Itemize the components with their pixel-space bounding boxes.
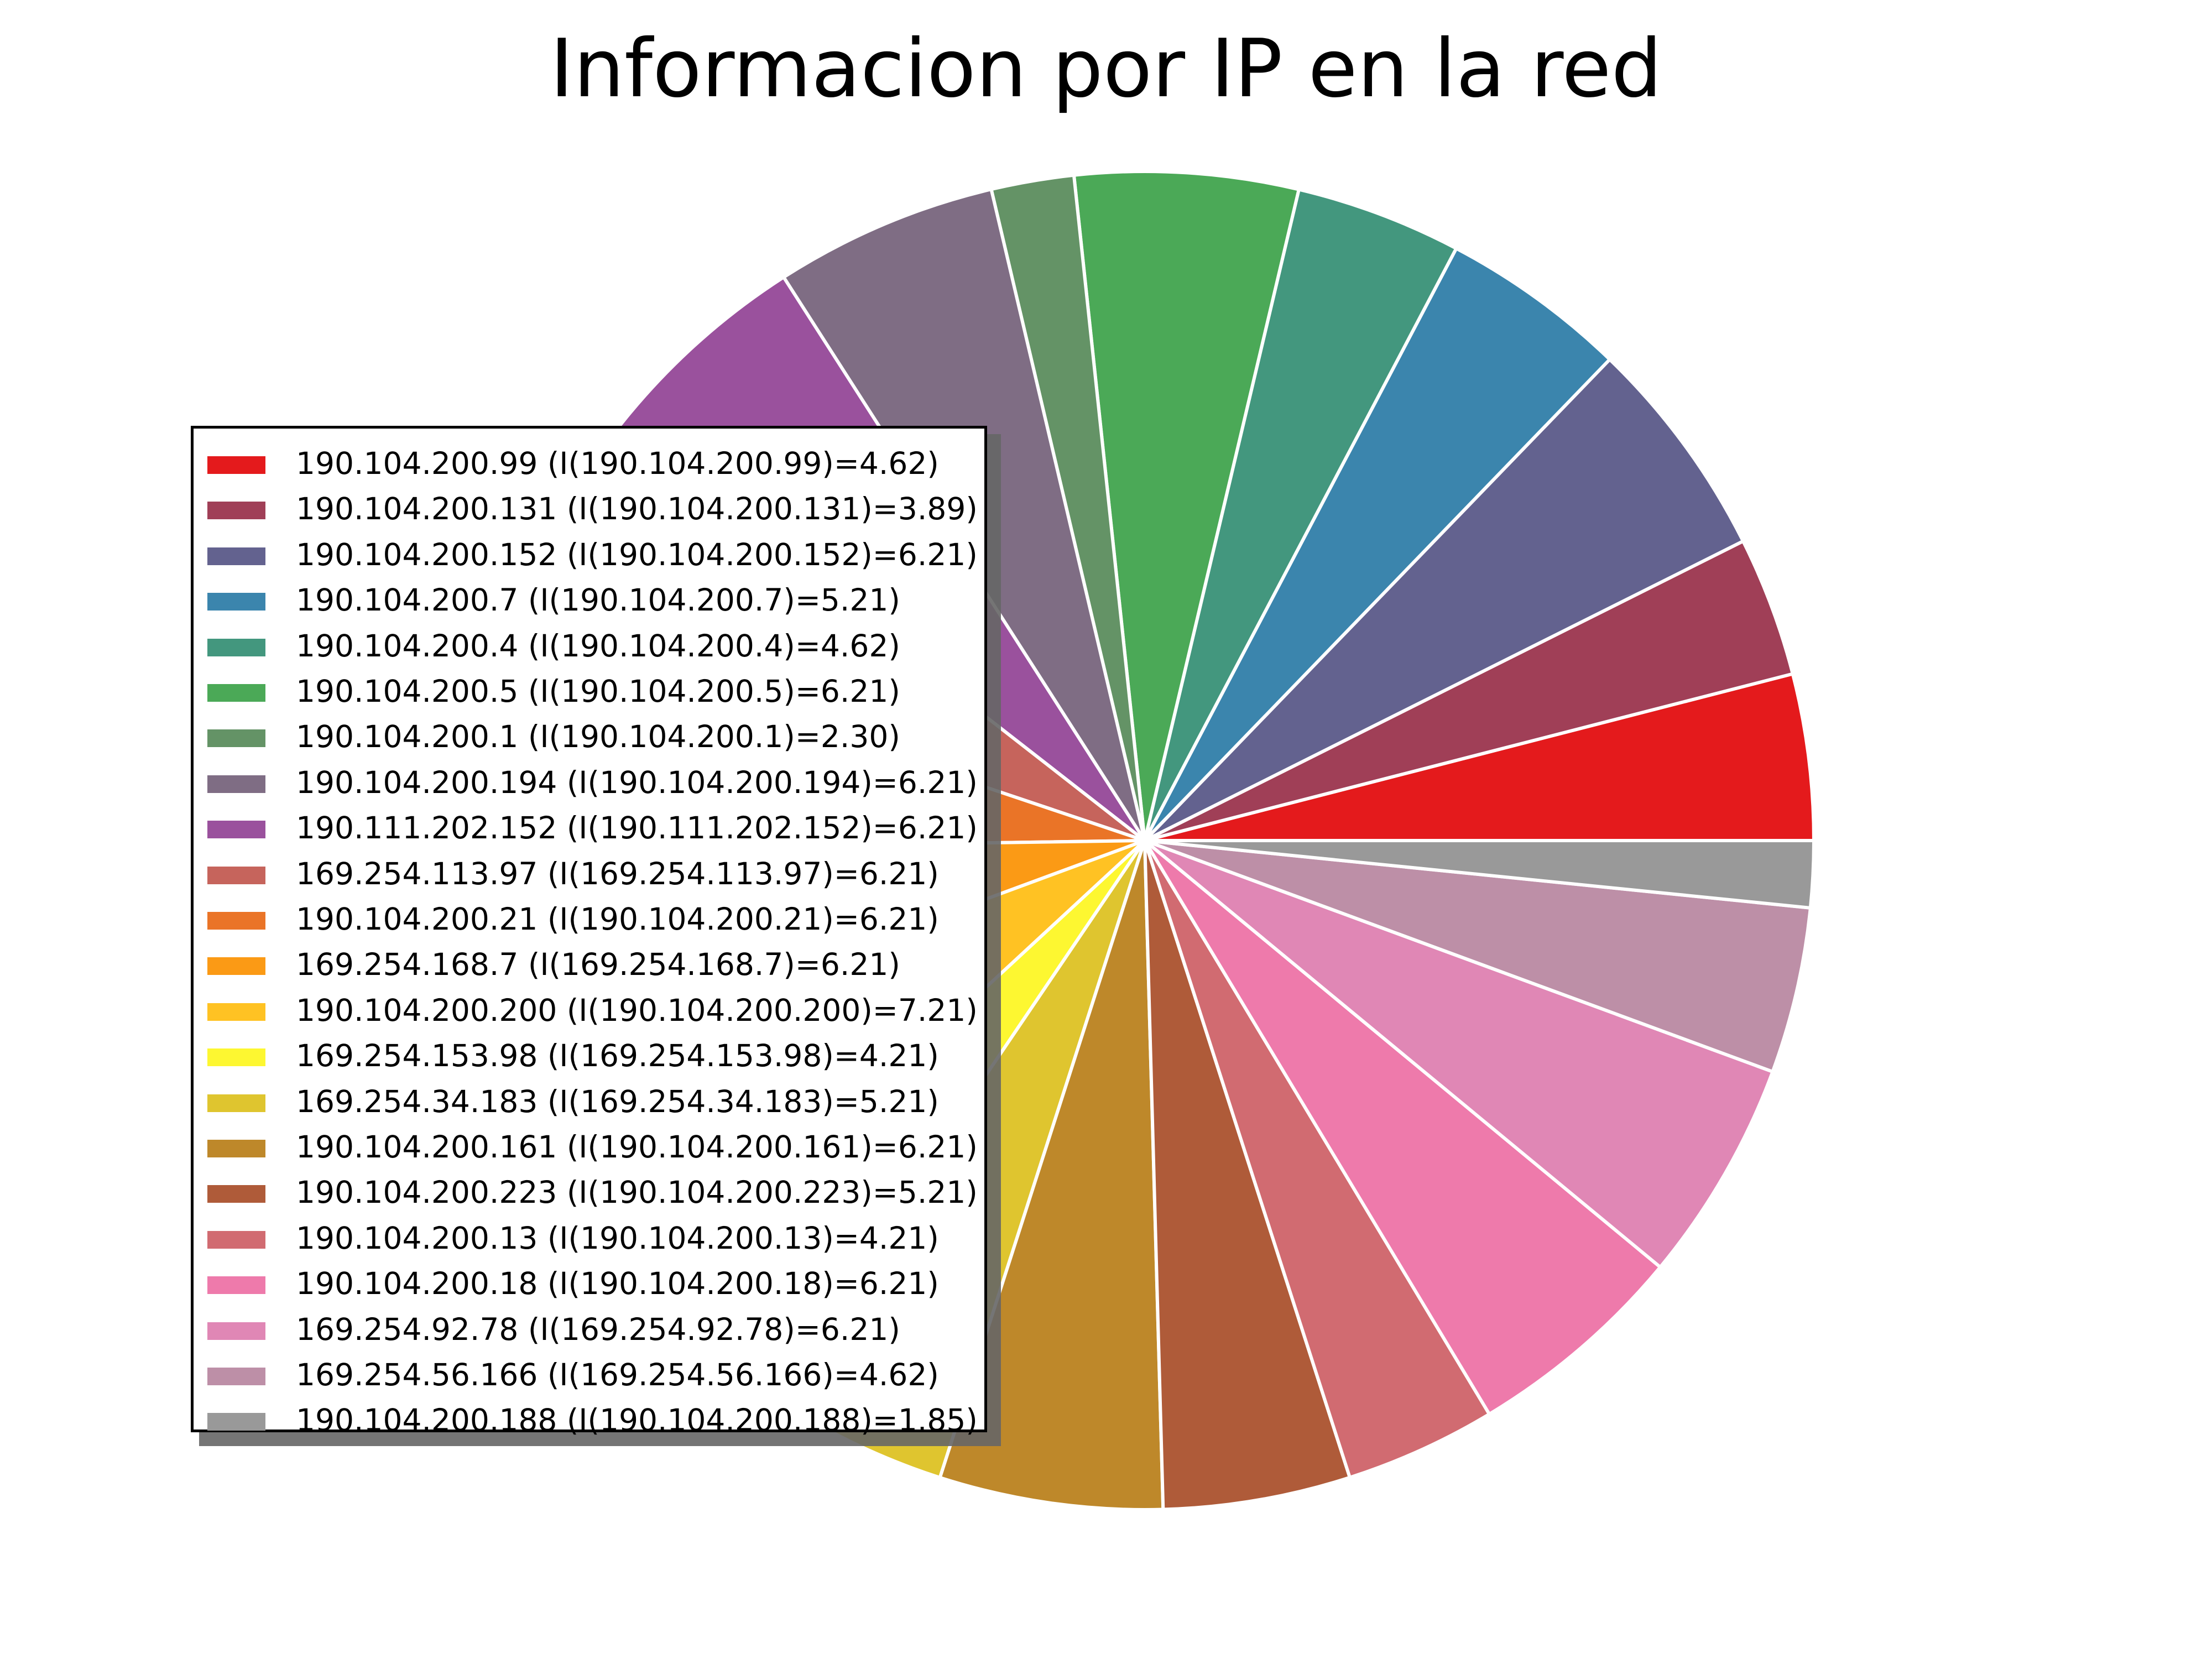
legend-item: 169.254.34.183 (I(169.254.34.183)=5.21) — [207, 1079, 982, 1124]
legend-swatch — [207, 684, 265, 702]
legend-item: 169.254.168.7 (I(169.254.168.7)=6.21) — [207, 942, 982, 987]
pie-slice-169-254-92-78 — [1143, 839, 1775, 1269]
legend-label: 190.104.200.161 (I(190.104.200.161)=6.21… — [296, 1129, 978, 1165]
legend-item: 190.104.200.1 (I(190.104.200.1)=2.30) — [207, 714, 982, 759]
legend-label: 190.104.200.131 (I(190.104.200.131)=3.89… — [296, 491, 978, 527]
legend-label: 169.254.153.98 (I(169.254.153.98)=4.21) — [296, 1038, 939, 1074]
legend-item: 190.104.200.152 (I(190.104.200.152)=6.21… — [207, 532, 982, 577]
legend-item: 190.111.202.152 (I(190.111.202.152)=6.21… — [207, 805, 982, 851]
pie-slice-190-104-200-7 — [1143, 247, 1611, 842]
legend-item: 190.104.200.194 (I(190.104.200.194)=6.21… — [207, 760, 982, 805]
legend-swatch — [207, 456, 265, 474]
legend-label: 190.104.200.152 (I(190.104.200.152)=6.21… — [296, 536, 978, 572]
legend-label: 190.104.200.188 (I(190.104.200.188)=1.85… — [296, 1402, 978, 1438]
legend-swatch — [207, 821, 265, 839]
legend-swatch — [207, 1185, 265, 1203]
legend-swatch — [207, 593, 265, 611]
pie-slice-190-104-200-131 — [1143, 539, 1794, 842]
legend-item: 190.104.200.131 (I(190.104.200.131)=3.89… — [207, 486, 982, 531]
legend-label: 190.104.200.21 (I(190.104.200.21)=6.21) — [296, 901, 939, 937]
legend-label: 190.104.200.4 (I(190.104.200.4)=4.62) — [296, 628, 900, 664]
legend-swatch — [207, 1230, 265, 1249]
legend-swatch — [207, 1094, 265, 1112]
legend-label: 190.104.200.194 (I(190.104.200.194)=6.21… — [296, 764, 978, 800]
legend-swatch — [207, 638, 265, 656]
pie-slice-190-104-200-5 — [1072, 170, 1301, 842]
legend-item: 190.104.200.13 (I(190.104.200.13)=4.21) — [207, 1215, 982, 1261]
legend-item: 190.104.200.5 (I(190.104.200.5)=6.21) — [207, 669, 982, 714]
pie-slice-190-104-200-13 — [1143, 839, 1491, 1479]
legend-item: 190.104.200.99 (I(190.104.200.99)=4.62) — [207, 441, 982, 486]
legend-item: 169.254.153.98 (I(169.254.153.98)=4.21) — [207, 1033, 982, 1078]
legend-item: 190.104.200.200 (I(190.104.200.200)=7.21… — [207, 988, 982, 1033]
legend-item: 190.104.200.223 (I(190.104.200.223)=5.21… — [207, 1170, 982, 1215]
legend-label: 190.111.202.152 (I(190.111.202.152)=6.21… — [296, 810, 978, 846]
legend-swatch — [207, 1322, 265, 1340]
legend-label: 190.104.200.200 (I(190.104.200.200)=7.21… — [296, 992, 978, 1028]
legend-label: 169.254.34.183 (I(169.254.34.183)=5.21) — [296, 1083, 939, 1119]
legend-swatch — [207, 912, 265, 930]
legend-item: 190.104.200.7 (I(190.104.200.7)=5.21) — [207, 577, 982, 623]
pie-slice-190-104-200-152 — [1143, 357, 1745, 842]
legend-item: 190.104.200.4 (I(190.104.200.4)=4.62) — [207, 623, 982, 669]
legend-label: 190.104.200.5 (I(190.104.200.5)=6.21) — [296, 674, 900, 709]
legend-label: 169.254.56.166 (I(169.254.56.166)=4.62) — [296, 1357, 939, 1392]
legend-item: 190.104.200.21 (I(190.104.200.21)=6.21) — [207, 896, 982, 942]
legend-item: 190.104.200.161 (I(190.104.200.161)=6.21… — [207, 1124, 982, 1170]
legend-item: 190.104.200.18 (I(190.104.200.18)=6.21) — [207, 1261, 982, 1306]
legend-swatch — [207, 502, 265, 520]
pie-slice-190-104-200-223 — [1143, 839, 1352, 1511]
legend-item: 190.104.200.188 (I(190.104.200.188)=1.85… — [207, 1397, 982, 1443]
legend-swatch — [207, 1048, 265, 1067]
chart-title: Informacion por IP en la red — [550, 22, 1662, 116]
legend: 190.104.200.99 (I(190.104.200.99)=4.62) 1… — [191, 426, 987, 1438]
legend-swatch — [207, 1413, 265, 1431]
legend-item: 169.254.92.78 (I(169.254.92.78)=6.21) — [207, 1307, 982, 1352]
legend-label: 169.254.92.78 (I(169.254.92.78)=6.21) — [296, 1311, 900, 1347]
legend-label: 190.104.200.18 (I(190.104.200.18)=6.21) — [296, 1266, 939, 1302]
legend-label: 190.104.200.7 (I(190.104.200.7)=5.21) — [296, 582, 900, 618]
legend-swatch — [207, 1276, 265, 1295]
legend-label: 190.104.200.99 (I(190.104.200.99)=4.62) — [296, 446, 939, 481]
legend-swatch — [207, 866, 265, 884]
legend-label: 169.254.168.7 (I(169.254.168.7)=6.21) — [296, 947, 900, 983]
legend-item: 169.254.113.97 (I(169.254.113.97)=6.21) — [207, 851, 982, 896]
legend-label: 190.104.200.223 (I(190.104.200.223)=5.21… — [296, 1175, 978, 1211]
pie-slice-190-104-200-18 — [1143, 839, 1662, 1416]
legend-swatch — [207, 1368, 265, 1385]
legend-swatch — [207, 957, 265, 975]
pie-slice-190-104-200-188 — [1143, 839, 1815, 910]
legend-swatch — [207, 775, 265, 793]
legend-swatch — [207, 1140, 265, 1157]
pie-slice-169-254-56-166 — [1143, 839, 1812, 1073]
legend-swatch — [207, 1003, 265, 1021]
legend-swatch — [207, 547, 265, 565]
legend-swatch — [207, 729, 265, 748]
legend-label: 169.254.113.97 (I(169.254.113.97)=6.21) — [296, 855, 939, 891]
pie-slice-190-104-200-4 — [1143, 187, 1458, 842]
legend-item: 169.254.56.166 (I(169.254.56.166)=4.62) — [207, 1352, 982, 1397]
legend-label: 190.104.200.1 (I(190.104.200.1)=2.30) — [296, 719, 900, 755]
legend-label: 190.104.200.13 (I(190.104.200.13)=4.21) — [296, 1220, 939, 1256]
